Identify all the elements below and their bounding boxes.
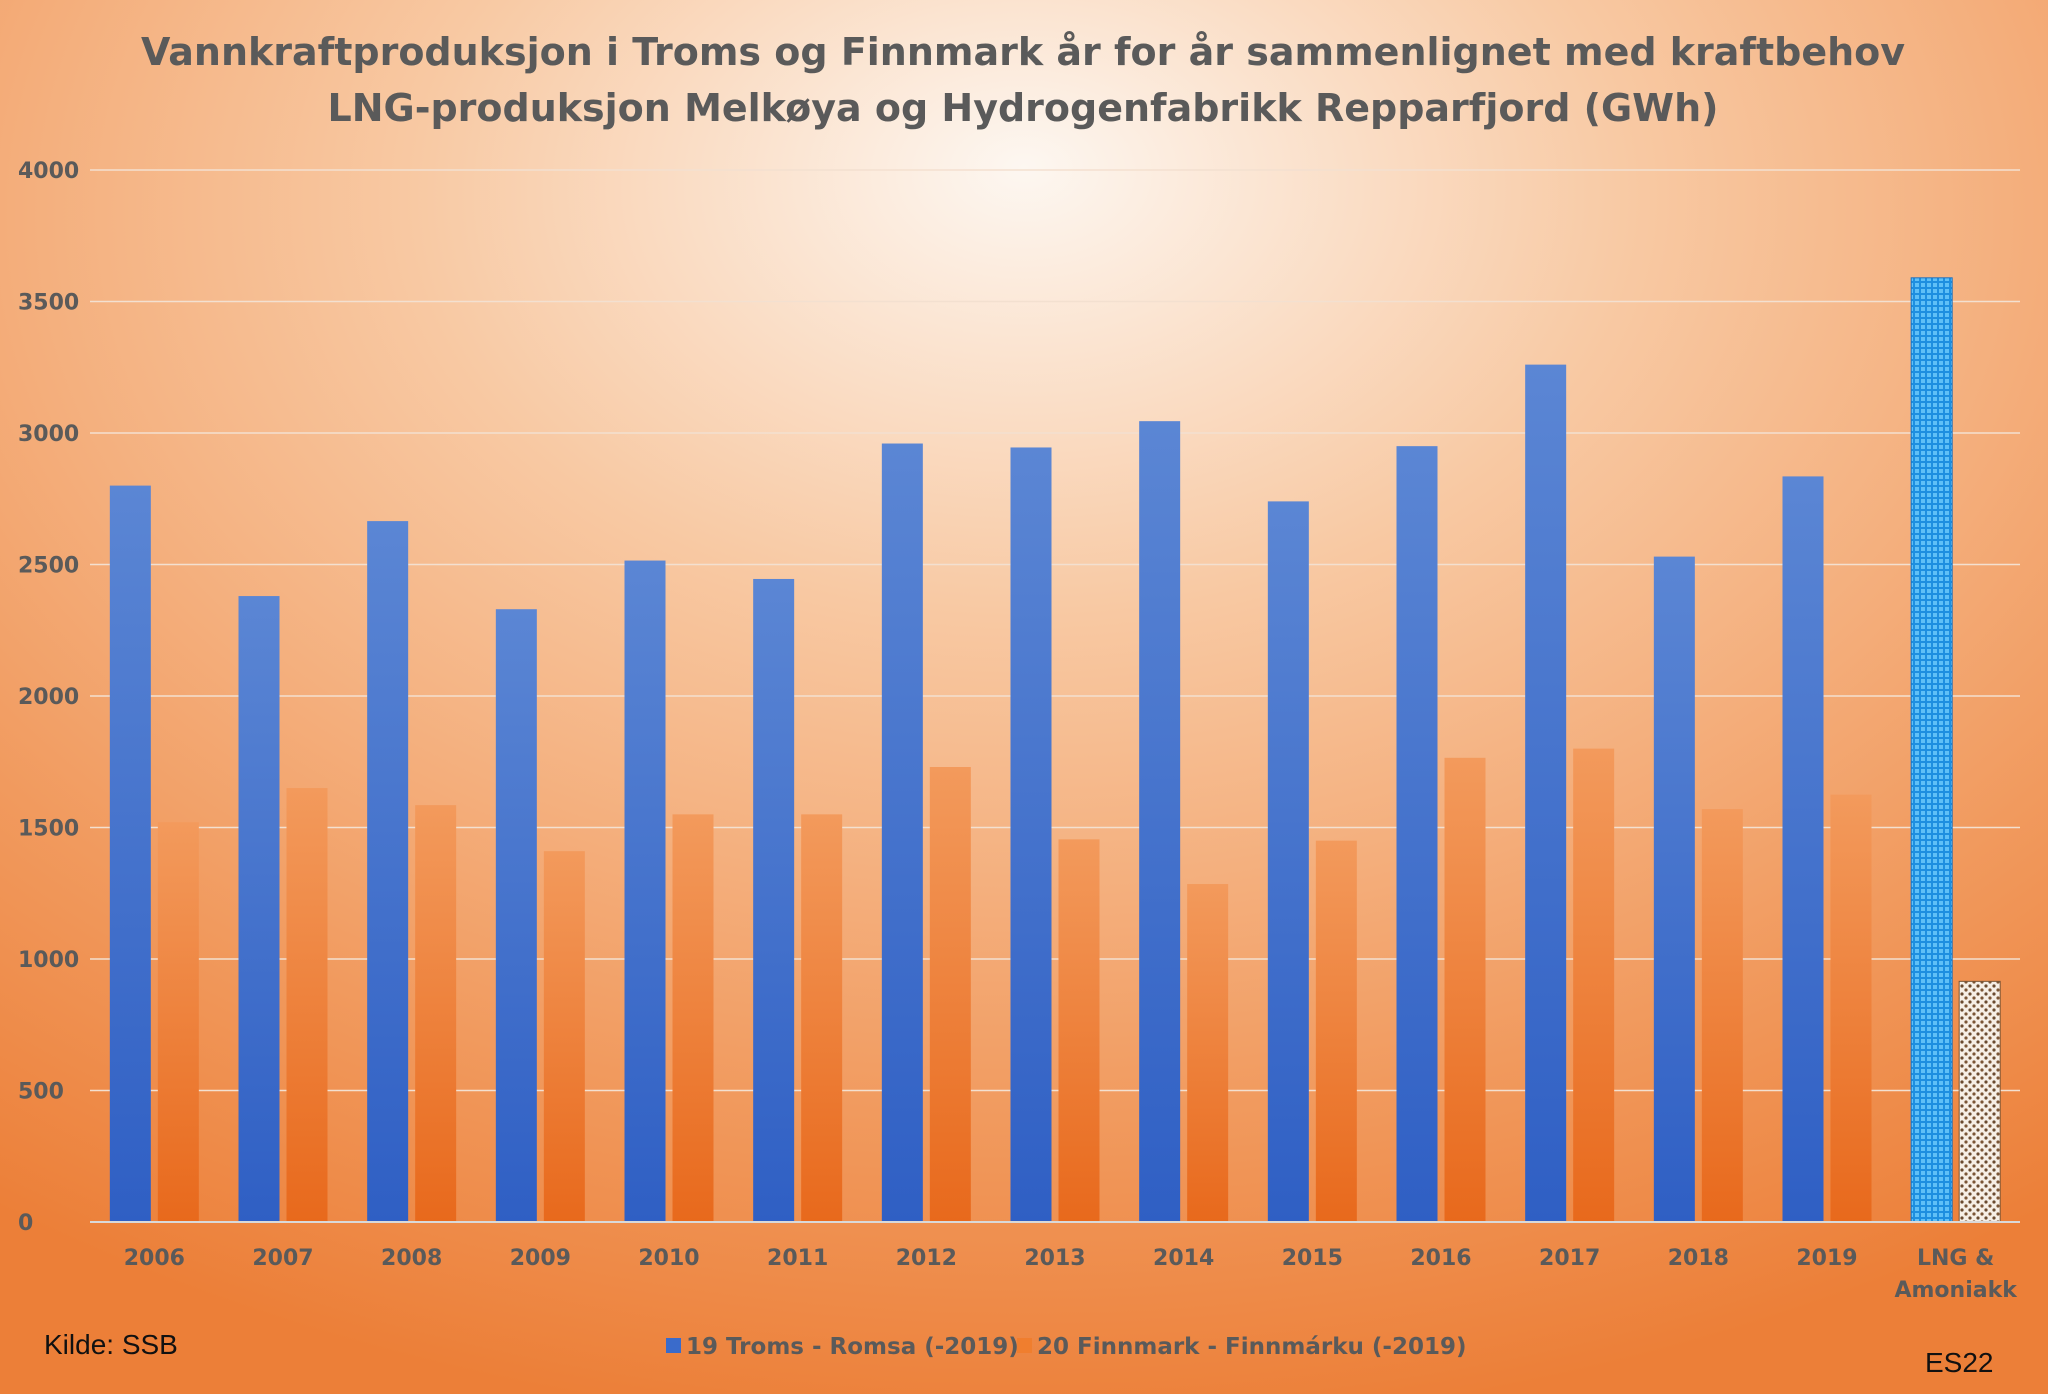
bar-finnmark	[415, 805, 457, 1222]
y-axis-ticks: 0 500 1000 1500 2000 2500 3000 3500 4000	[18, 159, 79, 1236]
legend: 19 Troms - Romsa (-2019) 20 Finnmark - F…	[666, 1334, 1466, 1360]
bar-finnmark	[929, 767, 971, 1222]
bar-troms	[1782, 476, 1824, 1222]
x-tick-label: LNG & Amoniakk	[1894, 1246, 2018, 1303]
bar-troms	[881, 443, 923, 1222]
legend-label-troms: 19 Troms - Romsa (-2019)	[686, 1334, 1019, 1360]
bar-finnmark	[801, 814, 843, 1222]
legend-swatch-troms	[666, 1338, 681, 1353]
bar-troms	[1010, 447, 1052, 1223]
bar-troms	[367, 521, 409, 1222]
x-tick-label: 2010	[638, 1246, 699, 1271]
x-tick-label: 2014	[1153, 1246, 1214, 1271]
x-axis-ticks: 2006 2007 2008 2009 2010 2011 2012 2013 2014 2015…	[124, 1246, 2019, 1303]
x-tick-label: 2007	[252, 1246, 313, 1271]
bar-troms	[495, 609, 537, 1222]
chart-title: Vannkraftproduksjon i Troms og Finnmark …	[141, 30, 1905, 74]
x-tick-label: 2013	[1024, 1246, 1085, 1271]
y-tick-label: 1500	[18, 817, 79, 842]
bar-troms	[238, 596, 280, 1222]
chart-subtitle: LNG-produksjon Melkøya og Hydrogenfabrik…	[327, 86, 1718, 130]
y-tick-label: 3000	[18, 422, 79, 447]
source-note: Kilde: SSB	[44, 1329, 178, 1360]
x-tick-label: 2011	[767, 1246, 828, 1271]
bar-troms	[1139, 421, 1181, 1222]
gridlines	[90, 169, 2020, 1092]
bar-finnmark	[1573, 748, 1615, 1222]
bar-finnmark	[1444, 757, 1486, 1222]
x-tick-label: 2012	[896, 1246, 957, 1271]
bar-troms	[1525, 364, 1567, 1222]
legend-label-finnmark: 20 Finnmark - Finnmárku (-2019)	[1037, 1334, 1466, 1360]
y-tick-label: 2000	[18, 685, 79, 710]
y-tick-label: 2500	[18, 554, 79, 579]
y-tick-label: 4000	[18, 159, 79, 184]
x-tick-label: 2015	[1282, 1246, 1343, 1271]
bar-finnmark	[1187, 884, 1229, 1222]
y-tick-label: 0	[18, 1211, 33, 1236]
bar-troms	[753, 578, 795, 1222]
x-tick-label: 2006	[124, 1246, 185, 1271]
signature-note: ES22	[1925, 1347, 1994, 1378]
bar-finnmark	[543, 851, 585, 1222]
bar-troms	[1653, 556, 1695, 1222]
x-tick-label: 2009	[510, 1246, 571, 1271]
bar-finnmark	[286, 788, 328, 1222]
x-tick-label: 2019	[1796, 1246, 1857, 1271]
y-tick-label: 500	[18, 1080, 64, 1105]
bars	[109, 277, 2001, 1223]
bar-finnmark	[1701, 809, 1743, 1222]
bar-troms	[109, 485, 151, 1223]
bar-finnmark	[157, 822, 199, 1222]
x-tick-label: 2017	[1539, 1246, 1600, 1271]
bar-troms	[624, 560, 666, 1222]
legend-swatch-finnmark	[1017, 1338, 1032, 1353]
x-tick-label: 2016	[1410, 1246, 1471, 1271]
bar-finnmark	[1058, 839, 1100, 1222]
bar-finnmark	[1830, 794, 1872, 1222]
bar-finnmark	[672, 814, 714, 1222]
bar-troms	[1267, 501, 1309, 1222]
bar-troms-lng	[1910, 277, 1953, 1223]
bar-finnmark	[1315, 840, 1357, 1222]
y-tick-label: 3500	[18, 291, 79, 316]
bar-finnmark-lng	[1958, 980, 2001, 1223]
bar-troms	[1396, 446, 1438, 1222]
y-tick-label: 1000	[18, 948, 79, 973]
x-tick-label: 2008	[381, 1246, 442, 1271]
x-tick-label: 2018	[1668, 1246, 1729, 1271]
